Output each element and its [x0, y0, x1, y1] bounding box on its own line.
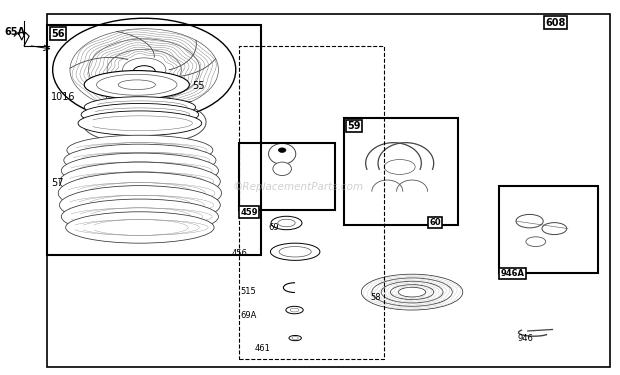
Text: 515: 515 [241, 286, 257, 296]
Ellipse shape [526, 237, 546, 246]
Text: 58: 58 [371, 293, 381, 302]
Ellipse shape [384, 159, 415, 174]
Ellipse shape [286, 306, 303, 314]
Bar [239, 142, 335, 210]
Ellipse shape [60, 162, 220, 201]
Ellipse shape [271, 216, 302, 230]
Ellipse shape [372, 278, 452, 306]
Ellipse shape [66, 212, 214, 243]
Ellipse shape [273, 162, 291, 176]
Text: 55: 55 [192, 81, 205, 91]
Ellipse shape [53, 18, 236, 122]
Text: ©ReplacementParts.com: ©ReplacementParts.com [232, 183, 363, 192]
Ellipse shape [61, 199, 218, 234]
Bar [294, 282, 308, 293]
Ellipse shape [78, 111, 202, 136]
Ellipse shape [278, 148, 286, 152]
Text: 57: 57 [51, 178, 64, 188]
Text: 608: 608 [545, 18, 565, 27]
Text: 56: 56 [51, 29, 65, 39]
Text: 69: 69 [268, 223, 278, 232]
Bar [47, 25, 260, 255]
Text: 946: 946 [517, 334, 533, 343]
Bar [344, 118, 458, 225]
Ellipse shape [399, 287, 426, 297]
Ellipse shape [81, 104, 198, 126]
Ellipse shape [268, 143, 296, 164]
Bar [239, 45, 384, 359]
Bar [498, 186, 598, 273]
Ellipse shape [381, 281, 443, 303]
Ellipse shape [542, 223, 567, 235]
Ellipse shape [64, 144, 216, 176]
Ellipse shape [84, 97, 195, 118]
Ellipse shape [270, 243, 320, 260]
Text: 65A: 65A [4, 27, 25, 37]
Ellipse shape [133, 66, 156, 78]
Ellipse shape [60, 186, 220, 225]
Ellipse shape [516, 214, 543, 228]
Ellipse shape [361, 274, 463, 310]
Ellipse shape [391, 285, 434, 300]
Ellipse shape [61, 153, 218, 188]
Text: 946A: 946A [500, 269, 525, 278]
Text: 461: 461 [254, 344, 270, 352]
Text: 456: 456 [231, 249, 247, 258]
Text: 60: 60 [430, 218, 441, 227]
Ellipse shape [84, 70, 189, 99]
Text: 59: 59 [347, 121, 361, 131]
Ellipse shape [58, 172, 221, 214]
Ellipse shape [289, 336, 301, 340]
Text: 69A: 69A [241, 311, 257, 320]
Text: 459: 459 [241, 208, 258, 217]
Ellipse shape [67, 135, 213, 165]
Ellipse shape [283, 283, 306, 292]
Text: 1016: 1016 [51, 92, 76, 102]
